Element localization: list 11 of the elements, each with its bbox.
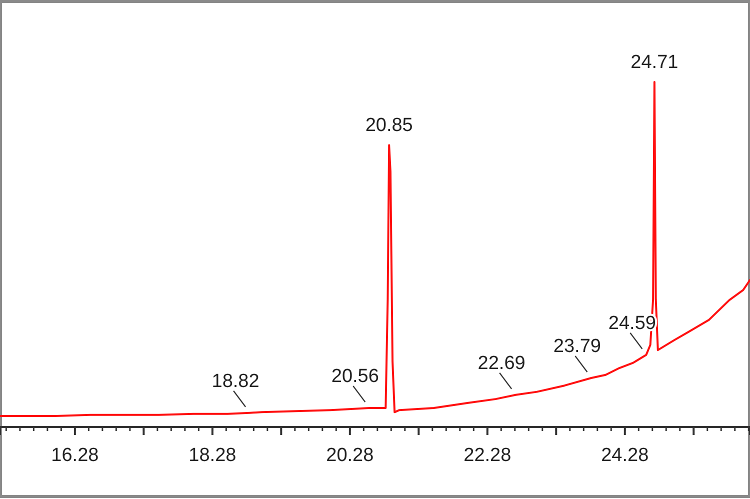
annotation: 18.82 bbox=[212, 370, 260, 392]
x-tick-label: 16.28 bbox=[51, 444, 99, 466]
annotation: 23.79 bbox=[553, 336, 601, 358]
x-tick-label: 20.28 bbox=[326, 444, 374, 466]
x-tick-label: 22.28 bbox=[464, 444, 512, 466]
annotation: 22.69 bbox=[478, 352, 526, 374]
x-tick-label: 24.28 bbox=[601, 444, 649, 466]
annotation: 20.85 bbox=[365, 115, 413, 136]
x-tick-label: 18.28 bbox=[188, 444, 236, 466]
annotation: 24.71 bbox=[630, 52, 678, 73]
annotation: 20.56 bbox=[331, 366, 379, 388]
